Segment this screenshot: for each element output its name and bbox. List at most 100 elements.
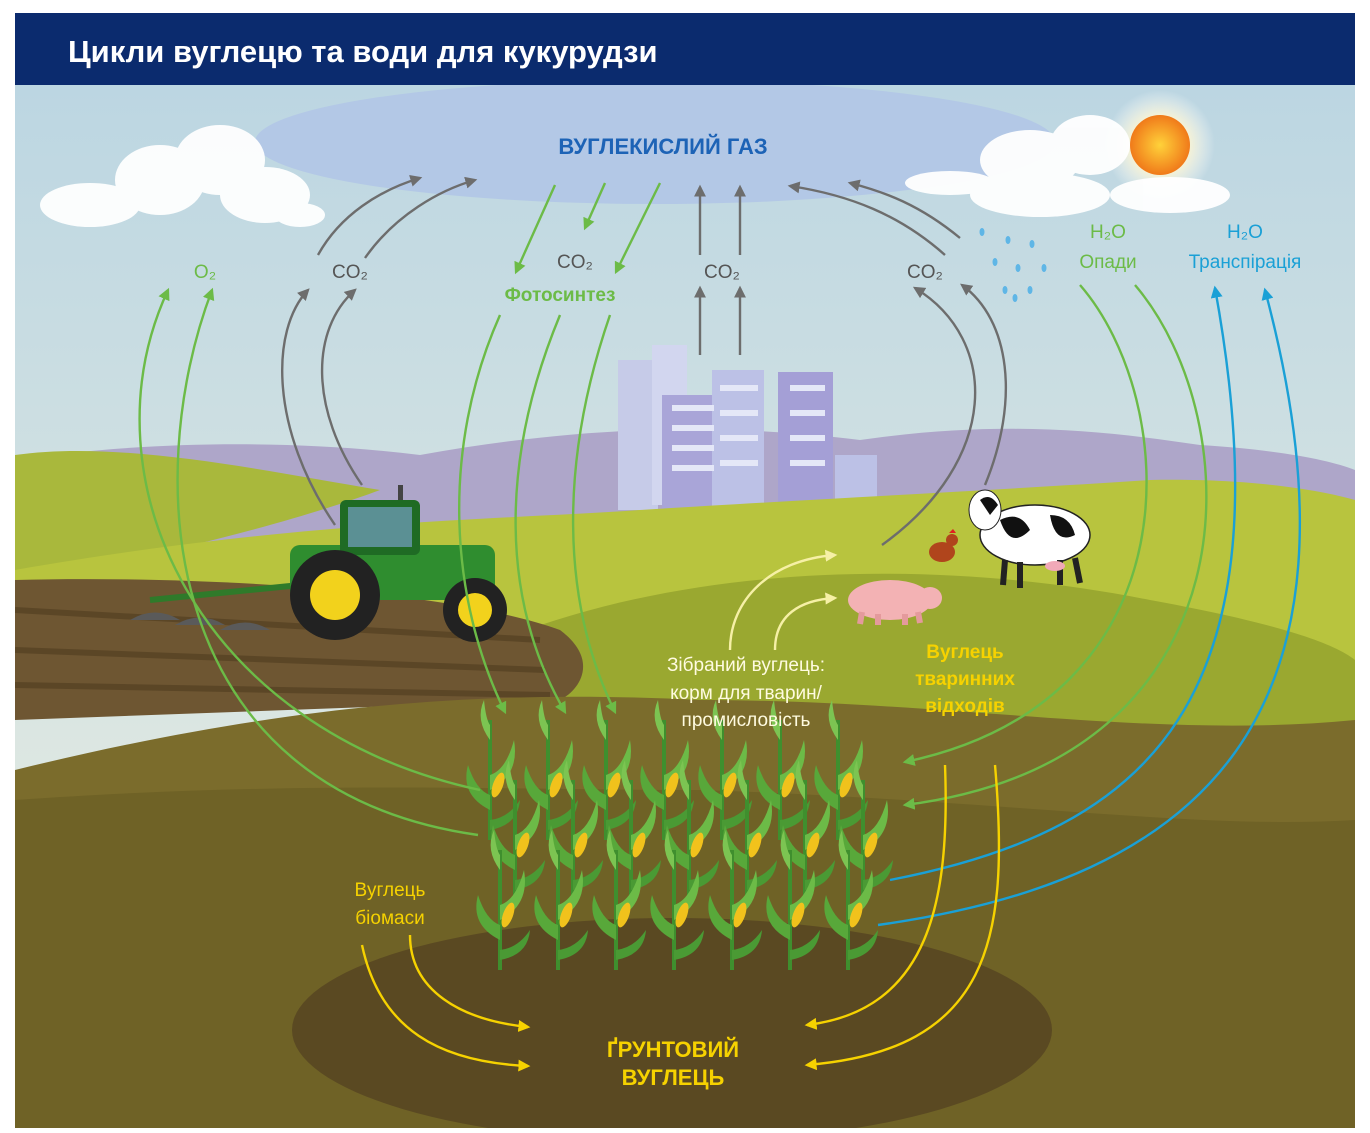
cloud-left [40,125,325,227]
corn-plant-part [549,825,573,870]
corn-plant-part [548,830,558,870]
corn-plant-part [606,830,616,870]
co2-label: CO₂ [557,252,593,273]
cow [968,489,1091,588]
corn-plant-part [690,832,704,858]
corn-plant-part [491,772,505,798]
co2-label: CO₂ [907,262,943,283]
corn-plant-part [712,700,722,740]
animal-waste-label: тваринних [915,669,1015,690]
corn-plant-part [617,902,631,928]
animal-waste-label: відходів [925,696,1005,717]
corn-plant-part [650,895,674,940]
corn-plant-part [848,930,878,960]
corn-plant-part [675,902,689,928]
rain-drops [979,228,1047,302]
tractor [130,485,507,642]
transpiration-label: H₂O [1227,222,1263,243]
corn-plant-part [795,760,805,800]
corn-plant-part [780,830,790,870]
corn-plant-part [607,825,631,870]
corn-plant-part [723,772,737,798]
corn-plant-part [665,825,689,870]
corn-field [466,700,893,970]
corn-plant-part [592,895,616,940]
corn-plant-part [806,832,820,858]
corn-plant-part [534,895,558,940]
corn-plant-part [563,760,573,800]
pig [848,580,942,625]
corn-plant-part [548,800,578,830]
corn-plant-part [607,772,621,798]
title: Цикли вуглецю та води для кукурудзи [68,34,658,69]
corn-plant-part [790,930,820,960]
corn-plant-part [664,830,674,870]
corn-plant-part [814,765,838,810]
soil-label: ВУГЛЕЦЬ [622,1065,725,1090]
corn-plant-part [864,832,878,858]
cloud-right [905,115,1230,217]
corn-plant-part [838,830,848,870]
harvested-label: корм для тварин/ [670,683,823,704]
corn-plant-part [791,902,805,928]
animal-waste-label: Вуглець [926,642,1003,663]
corn-plant-part [466,765,490,810]
corn-plant-part [640,765,664,810]
corn-plant-part [698,765,722,810]
corn-plant-part [558,930,588,960]
corn-plant-part [770,700,780,740]
corn-plant-part [549,772,563,798]
corn-plant-part [733,902,747,928]
corn-plant-part [756,765,780,810]
corn-plant-part [480,700,490,740]
co2-cloud [255,85,1055,204]
corn-plant-part [632,832,646,858]
harvested-label: промисловість [682,710,811,731]
corn-plant-part [559,902,573,928]
corn-plant-part [505,760,515,800]
corn-plant-part [781,825,805,870]
corn-plant-part [490,800,520,830]
corn-plant-part [654,700,664,740]
corn-plant-part [490,830,500,870]
corn-plant-part [665,772,679,798]
corn-plant-part [679,760,689,800]
rain-label: H₂O [1090,222,1126,243]
co2-label: CO₂ [704,262,740,283]
corn-plant-part [616,930,646,960]
soil-label: ҐРУНТОВИЙ [607,1037,739,1062]
corn-plant-part [574,832,588,858]
corn-plant-part [708,895,732,940]
corn-plant-part [501,902,515,928]
labels: ВУГЛЕКИСЛИЙ ГАЗ O₂ CO₂ CO₂ CO₂ CO₂ Фотос… [194,134,1301,1090]
chicken [929,529,958,562]
scene [15,85,1355,1128]
corn-plant-part [838,800,868,830]
corn-plant-part [766,895,790,940]
corn-plant-part [524,765,548,810]
left-hill [15,450,380,580]
corn-plant-part [781,772,795,798]
corn-plant-part [737,760,747,800]
corn-plant-part [722,800,752,830]
corn-plant-part [780,800,810,830]
corn-plant-part [582,765,606,810]
corn-plant-part [748,832,762,858]
transpiration-label: Транспірація [1189,252,1302,273]
corn-plant-part [621,760,631,800]
atmosphere-label: ВУГЛЕКИСЛИЙ ГАЗ [558,134,767,159]
o2-label: O₂ [194,262,216,283]
photosynthesis-label: Фотосинтез [505,285,616,306]
corn-plant-part [839,825,863,870]
corn-plant-part [828,700,838,740]
corn-plant-part [606,800,636,830]
corn-plant-part [723,825,747,870]
corn-plant-part [674,930,704,960]
corn-plant-part [596,700,606,740]
arrows [138,175,1301,1072]
harvested-label: Зібраний вуглець: [667,655,825,676]
corn-plant-part [500,930,530,960]
corn-plant-part [491,825,515,870]
corn-plant-part [732,930,762,960]
furrows [15,607,551,698]
